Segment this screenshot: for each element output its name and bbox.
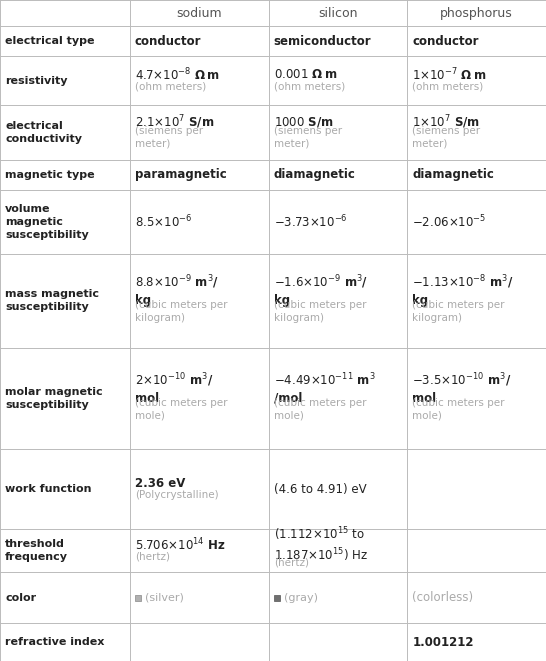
Text: (siemens per
meter): (siemens per meter) xyxy=(135,126,203,149)
Text: (ohm meters): (ohm meters) xyxy=(412,82,484,92)
Text: $5.706{\times}10^{14}$ Hz: $5.706{\times}10^{14}$ Hz xyxy=(135,536,225,553)
Text: (Polycrystalline): (Polycrystalline) xyxy=(135,490,218,500)
Text: $8.8{\times}10^{-9}$ m$^3$/
kg: $8.8{\times}10^{-9}$ m$^3$/ kg xyxy=(135,274,219,307)
Text: conductor: conductor xyxy=(412,35,479,48)
Text: paramagnetic: paramagnetic xyxy=(135,169,227,181)
Text: ($1.112{\times}10^{15}$ to
$1.187{\times}10^{15}$) Hz: ($1.112{\times}10^{15}$ to $1.187{\times… xyxy=(274,525,368,564)
Text: $1{\times}10^{-7}$ Ω m: $1{\times}10^{-7}$ Ω m xyxy=(412,67,487,83)
Text: (ohm meters): (ohm meters) xyxy=(274,82,345,92)
Text: threshold
frequency: threshold frequency xyxy=(5,539,68,562)
Text: volume
magnetic
susceptibility: volume magnetic susceptibility xyxy=(5,204,89,240)
Text: $8.5{\times}10^{-6}$: $8.5{\times}10^{-6}$ xyxy=(135,214,192,230)
Text: diamagnetic: diamagnetic xyxy=(274,169,355,181)
Text: electrical type: electrical type xyxy=(5,36,94,46)
Text: refractive index: refractive index xyxy=(5,637,104,647)
Text: (cubic meters per
mole): (cubic meters per mole) xyxy=(135,398,228,420)
Text: $-3.73{\times}10^{-6}$: $-3.73{\times}10^{-6}$ xyxy=(274,214,347,230)
Text: $1000$ S/m: $1000$ S/m xyxy=(274,115,334,129)
Text: $-2.06{\times}10^{-5}$: $-2.06{\times}10^{-5}$ xyxy=(412,214,486,230)
Text: $-1.13{\times}10^{-8}$ m$^3$/
kg: $-1.13{\times}10^{-8}$ m$^3$/ kg xyxy=(412,274,514,307)
Text: $2.1{\times}10^{7}$ S/m: $2.1{\times}10^{7}$ S/m xyxy=(135,113,214,131)
Text: phosphorus: phosphorus xyxy=(440,7,513,20)
Text: (cubic meters per
kilogram): (cubic meters per kilogram) xyxy=(135,301,228,323)
Text: 1.001212: 1.001212 xyxy=(412,636,474,648)
Text: $2{\times}10^{-10}$ m$^3$/
mol: $2{\times}10^{-10}$ m$^3$/ mol xyxy=(135,371,213,405)
Text: sodium: sodium xyxy=(176,7,222,20)
Text: (cubic meters per
mole): (cubic meters per mole) xyxy=(274,398,366,420)
Text: molar magnetic
susceptibility: molar magnetic susceptibility xyxy=(5,387,103,410)
Text: electrical
conductivity: electrical conductivity xyxy=(5,121,82,144)
Text: (colorless): (colorless) xyxy=(412,591,473,604)
Text: $1{\times}10^{7}$ S/m: $1{\times}10^{7}$ S/m xyxy=(412,113,480,131)
Text: silicon: silicon xyxy=(318,7,358,20)
Text: (cubic meters per
kilogram): (cubic meters per kilogram) xyxy=(412,301,505,323)
Text: $4.7{\times}10^{-8}$ Ω m: $4.7{\times}10^{-8}$ Ω m xyxy=(135,67,220,83)
Text: (siemens per
meter): (siemens per meter) xyxy=(412,126,480,149)
Text: (gray): (gray) xyxy=(283,592,318,603)
Text: (cubic meters per
kilogram): (cubic meters per kilogram) xyxy=(274,301,366,323)
Text: semiconductor: semiconductor xyxy=(274,35,371,48)
Text: resistivity: resistivity xyxy=(5,76,68,86)
Text: magnetic type: magnetic type xyxy=(5,170,94,180)
Text: (siemens per
meter): (siemens per meter) xyxy=(274,126,342,149)
Text: (4.6 to 4.91) eV: (4.6 to 4.91) eV xyxy=(274,483,366,496)
Text: color: color xyxy=(5,592,36,603)
Text: (hertz): (hertz) xyxy=(135,551,170,561)
Text: $-4.49{\times}10^{-11}$ m$^3$
/mol: $-4.49{\times}10^{-11}$ m$^3$ /mol xyxy=(274,371,375,405)
Text: (silver): (silver) xyxy=(145,592,184,603)
Text: $-3.5{\times}10^{-10}$ m$^3$/
mol: $-3.5{\times}10^{-10}$ m$^3$/ mol xyxy=(412,371,512,405)
Bar xyxy=(135,594,141,601)
Text: 2.36 eV: 2.36 eV xyxy=(135,477,185,490)
Text: conductor: conductor xyxy=(135,35,201,48)
Text: diamagnetic: diamagnetic xyxy=(412,169,494,181)
Text: (ohm meters): (ohm meters) xyxy=(135,82,206,92)
Text: (hertz): (hertz) xyxy=(274,557,308,567)
Text: mass magnetic
susceptibility: mass magnetic susceptibility xyxy=(5,290,99,313)
Text: (cubic meters per
mole): (cubic meters per mole) xyxy=(412,398,505,420)
Text: $0.001$ Ω m: $0.001$ Ω m xyxy=(274,69,337,81)
Text: $-1.6{\times}10^{-9}$ m$^3$/
kg: $-1.6{\times}10^{-9}$ m$^3$/ kg xyxy=(274,274,368,307)
Text: work function: work function xyxy=(5,485,92,494)
Bar xyxy=(274,594,280,601)
